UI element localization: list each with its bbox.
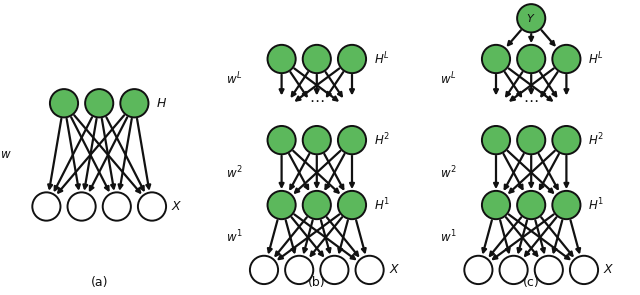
Ellipse shape [285,256,314,284]
Ellipse shape [32,192,60,221]
Text: $X$: $X$ [389,263,400,276]
Ellipse shape [50,89,78,117]
Text: $w^2$: $w^2$ [440,164,457,181]
Text: (c): (c) [523,276,540,289]
Text: $X$: $X$ [604,263,614,276]
Ellipse shape [482,45,510,73]
Ellipse shape [303,191,331,219]
Ellipse shape [120,89,148,117]
Text: $\cdots$: $\cdots$ [309,92,324,107]
Ellipse shape [517,45,545,73]
Ellipse shape [552,126,580,154]
Ellipse shape [552,45,580,73]
Text: $H^L$: $H^L$ [374,51,390,67]
Text: $Y$: $Y$ [527,12,536,24]
Text: (b): (b) [308,276,326,289]
Ellipse shape [499,256,528,284]
Text: $H^L$: $H^L$ [588,51,604,67]
Ellipse shape [552,191,580,219]
Text: $w^L$: $w^L$ [226,71,242,88]
Ellipse shape [482,126,510,154]
Ellipse shape [268,45,296,73]
Ellipse shape [68,192,96,221]
Text: $X$: $X$ [172,200,182,213]
Ellipse shape [338,191,366,219]
Ellipse shape [570,256,598,284]
Ellipse shape [534,256,563,284]
Ellipse shape [464,256,493,284]
Ellipse shape [517,4,545,32]
Text: (a): (a) [90,276,108,289]
Text: $H^2$: $H^2$ [588,132,604,148]
Text: $H^1$: $H^1$ [588,197,604,213]
Ellipse shape [268,191,296,219]
Text: $H^1$: $H^1$ [374,197,390,213]
Ellipse shape [250,256,278,284]
Ellipse shape [338,126,366,154]
Ellipse shape [268,126,296,154]
Ellipse shape [482,191,510,219]
Ellipse shape [138,192,166,221]
Text: $w^1$: $w^1$ [226,229,243,246]
Ellipse shape [356,256,384,284]
Ellipse shape [102,192,131,221]
Ellipse shape [517,191,545,219]
Text: $H^2$: $H^2$ [374,132,390,148]
Text: $w^L$: $w^L$ [440,71,456,88]
Text: $w^1$: $w^1$ [440,229,457,246]
Text: $H$: $H$ [156,97,167,110]
Ellipse shape [303,126,331,154]
Text: $w^2$: $w^2$ [226,164,243,181]
Ellipse shape [517,126,545,154]
Text: $\cdots$: $\cdots$ [524,92,539,107]
Ellipse shape [303,45,331,73]
Ellipse shape [320,256,348,284]
Text: $w$: $w$ [0,148,12,161]
Ellipse shape [338,45,366,73]
Ellipse shape [85,89,113,117]
